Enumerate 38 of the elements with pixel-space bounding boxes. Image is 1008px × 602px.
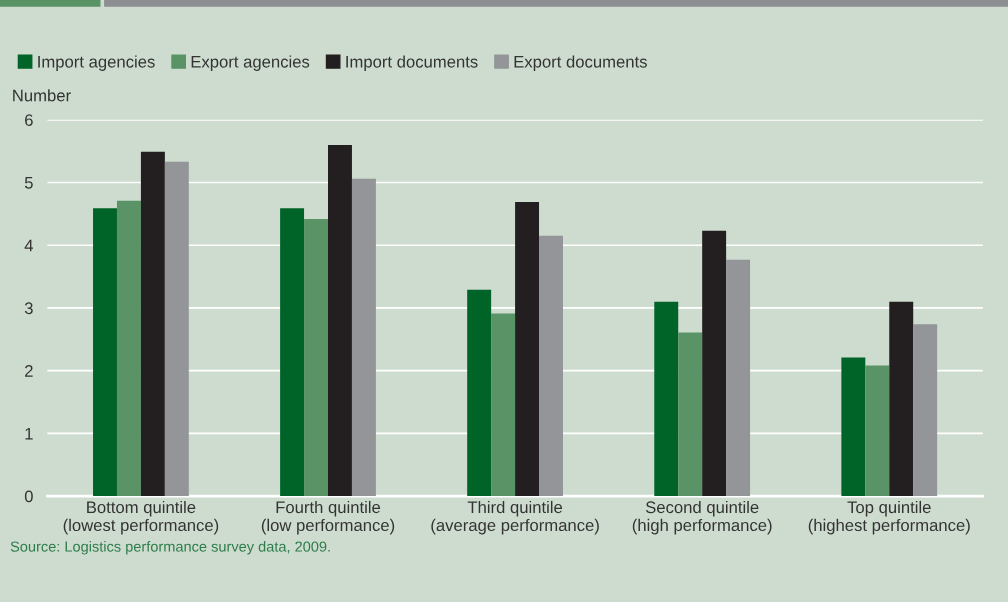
bar — [164, 161, 189, 497]
bar — [702, 230, 727, 497]
bar — [889, 301, 914, 497]
y-tick-label: 6 — [25, 114, 33, 126]
bar — [515, 201, 540, 497]
bar — [328, 144, 352, 497]
bar — [491, 313, 516, 497]
x-tick-label: Fourth quintile (low performance) — [261, 500, 395, 535]
bar — [726, 259, 751, 497]
legend-label: Import documents — [346, 55, 478, 71]
bar — [116, 200, 141, 497]
x-tick-label: Second quintile (high performance) — [632, 500, 772, 535]
bar — [304, 218, 328, 497]
bar — [93, 208, 117, 497]
bar — [913, 324, 938, 497]
bar — [351, 178, 376, 497]
bar — [539, 235, 563, 497]
y-axis-title: Number — [13, 89, 71, 102]
y-tick-label: 3 — [24, 302, 33, 315]
source-note: Source: Logistics performance survey data, 2009. — [10, 541, 330, 555]
x-tick-label: Top quintile (highest performance) — [808, 500, 970, 535]
bar — [467, 289, 492, 497]
bar — [280, 208, 305, 497]
y-tick-label: 2 — [25, 365, 33, 377]
y-tick-label: 4 — [24, 239, 33, 252]
bar — [654, 301, 679, 497]
legend-label: Import agencies — [38, 55, 155, 71]
x-tick-label: Bottom quintile (lowest performance) — [63, 500, 219, 535]
bar — [841, 357, 866, 497]
y-tick-label: 5 — [24, 177, 33, 189]
y-tick-label: 1 — [25, 427, 33, 440]
bar — [865, 365, 890, 497]
bar — [678, 332, 703, 497]
x-tick-label: Third quintile (average performance) — [431, 500, 599, 535]
y-tick-label: 0 — [24, 490, 33, 503]
bar — [140, 151, 165, 497]
legend-label: Export documents — [514, 55, 647, 71]
legend-label: Export agencies — [191, 55, 310, 71]
